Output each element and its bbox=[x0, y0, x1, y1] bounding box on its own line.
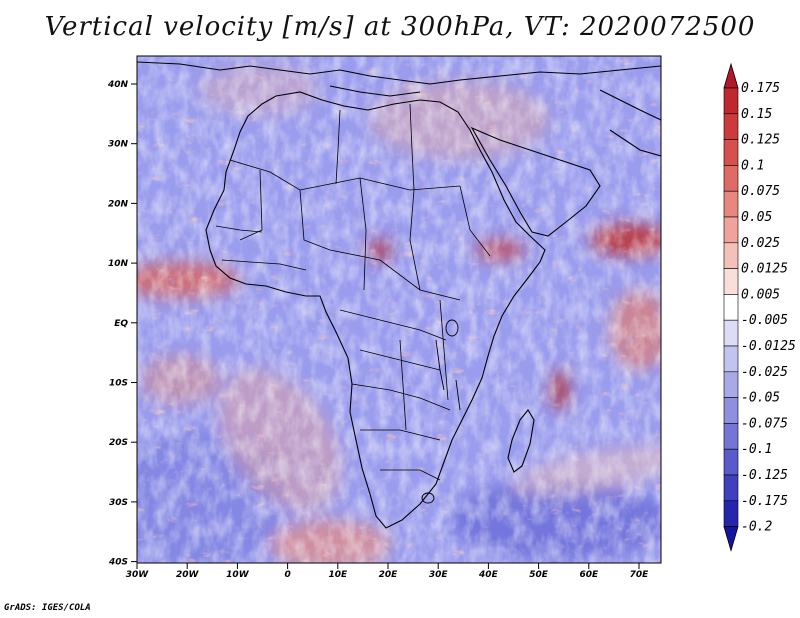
country-borders bbox=[215, 103, 491, 481]
colorbar-level-label: 0.05 bbox=[741, 210, 772, 225]
colorbar-level-label: -0.025 bbox=[741, 365, 788, 380]
lon-tick-label: 10E bbox=[328, 570, 348, 580]
lat-tick-label: 30N bbox=[108, 140, 129, 150]
colorbar: 0.175 0.15 0.125 0.1 0.075 0.05 0.025 0.0125 0.0… bbox=[723, 62, 796, 553]
lon-tick-label: 10W bbox=[226, 570, 250, 580]
colorbar-level-label: 0.15 bbox=[741, 107, 772, 122]
colorbar-segment bbox=[723, 139, 739, 166]
lon-tick-label: 60E bbox=[579, 570, 599, 580]
lon-tick-label: 50E bbox=[529, 570, 549, 580]
colorbar-segment bbox=[723, 113, 739, 140]
colorbar-segment bbox=[723, 242, 739, 269]
colorbar-top-arrow bbox=[723, 62, 739, 89]
lat-tick-label: 40N bbox=[107, 80, 129, 90]
colorbar-segment bbox=[723, 397, 739, 424]
lat-tick-label: 10S bbox=[109, 379, 128, 389]
lat-tick-label: EQ bbox=[114, 319, 128, 329]
lon-tick-label: 20W bbox=[176, 570, 200, 580]
colorbar-level-label: -0.175 bbox=[741, 494, 788, 509]
velocity-field bbox=[137, 56, 661, 563]
colorbar-level-label: 0.0125 bbox=[741, 262, 788, 277]
colorbar-level-label: 0.125 bbox=[741, 133, 780, 148]
colorbar-segment bbox=[723, 268, 739, 295]
colorbar-level-label: 0.005 bbox=[741, 287, 780, 302]
colorbar-segment bbox=[723, 87, 739, 115]
colorbar-level-label: -0.005 bbox=[741, 313, 788, 328]
lat-tick-label: 40S bbox=[108, 558, 128, 568]
lon-tick-label: 30E bbox=[429, 570, 449, 580]
lat-tick-label: 20S bbox=[109, 438, 128, 448]
lon-tick-label: 30W bbox=[126, 570, 150, 580]
colorbar-level-label: -0.05 bbox=[741, 391, 780, 406]
colorbar-segment bbox=[723, 423, 739, 450]
colorbar-segment bbox=[723, 294, 739, 321]
colorbar-segment bbox=[723, 448, 739, 476]
colorbar-bottom-arrow bbox=[723, 526, 739, 553]
colorbar-level-label: 0.1 bbox=[741, 158, 764, 173]
colorbar-level-label: -0.075 bbox=[741, 416, 788, 431]
lat-tick-label: 30S bbox=[109, 498, 128, 508]
colorbar-level-label: -0.0125 bbox=[741, 339, 796, 354]
lakes bbox=[421, 319, 461, 504]
lat-tick-label: 10N bbox=[108, 259, 129, 269]
colorbar-segment bbox=[723, 165, 739, 192]
colorbar-segment bbox=[723, 474, 739, 502]
chart-title: Vertical velocity [m/s] at 300hPa, VT: 2… bbox=[44, 12, 756, 42]
colorbar-segment bbox=[723, 216, 739, 244]
colorbar-level-label: -0.2 bbox=[741, 520, 772, 535]
lon-tick-label: 40E bbox=[478, 570, 499, 580]
lon-tick-label: 20E bbox=[379, 570, 399, 580]
longitude-axis: 30W 20W 10W 0 10E 20E 30E 40E 50E 60E 70E bbox=[126, 563, 649, 580]
colorbar-level-label: 0.075 bbox=[741, 184, 780, 199]
coastlines bbox=[137, 61, 661, 529]
grads-credit: GrADS: IGES/COLA bbox=[4, 603, 91, 613]
colorbar-segment bbox=[723, 345, 739, 373]
plot-frame bbox=[136, 55, 662, 564]
colorbar-segment bbox=[723, 500, 739, 527]
colorbar-segment bbox=[723, 190, 739, 218]
colorbar-segment bbox=[723, 319, 739, 347]
lon-tick-label: 0 bbox=[284, 570, 290, 580]
colorbar-level-label: -0.125 bbox=[741, 468, 788, 483]
colorbar-level-label: 0.175 bbox=[741, 81, 780, 96]
colorbar-level-label: -0.1 bbox=[741, 442, 772, 457]
lon-tick-label: 70E bbox=[630, 570, 650, 580]
colorbar-segment bbox=[723, 371, 739, 398]
lat-tick-label: 20N bbox=[108, 199, 129, 209]
colorbar-level-label: 0.025 bbox=[741, 236, 780, 251]
latitude-axis: 40N 30N 20N 10N EQ 10S 20S 30S 40S bbox=[107, 80, 137, 568]
